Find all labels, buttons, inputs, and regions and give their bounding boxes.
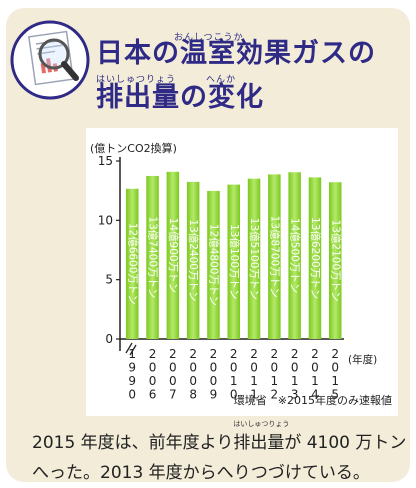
x-tick-label: 0 [128, 388, 136, 402]
x-tick-label: 0 [250, 361, 258, 375]
x-tick-label: 1 [291, 374, 299, 388]
bar [329, 182, 342, 339]
caption-text: 2015 年度は、前年度より はいしゅつりょう 排出量が 4100 万トンへった。2… [32, 420, 412, 488]
x-tick-label: 0 [210, 374, 218, 388]
caption-ruby-base: 排出量 [233, 433, 285, 453]
x-tick-label: 0 [189, 374, 197, 388]
chart-panel: (億トンCO2換算) 0 5 10 15 12億6600万トン 1 9 9 0 13億7400万トン… [86, 128, 398, 416]
x-tick-label: 1 [250, 374, 258, 388]
x-tick-label: 0 [169, 361, 177, 375]
bar-value-label: 13億2100万トン [329, 220, 342, 302]
x-tick-label: 0 [149, 361, 157, 375]
caption-ruby-reading: はいしゅつりょう [233, 420, 290, 428]
x-tick-label: 2 [271, 388, 279, 402]
axis-break-gap [127, 341, 133, 355]
bar-value-label: 13億6200万トン [309, 217, 322, 299]
x-tick-label: 0 [331, 361, 339, 375]
bar [247, 178, 261, 339]
y-tick-label: 0 [105, 332, 113, 346]
x-tick-label: 1 [271, 374, 279, 388]
y-tick-label: 15 [98, 154, 113, 168]
x-tick-label: 0 [210, 361, 218, 375]
x-tick-label: 0 [230, 388, 238, 402]
x-tick-label: 3 [291, 388, 299, 402]
x-tick-label: 5 [331, 388, 339, 402]
caption-part1: 2015 年度は、前年度より [32, 433, 234, 453]
x-tick-label: 2 [230, 347, 238, 361]
x-tick-label: 2 [331, 347, 339, 361]
x-tick-label: 0 [291, 361, 299, 375]
x-tick-label: 0 [149, 374, 157, 388]
bar [268, 174, 281, 339]
x-tick-label: 9 [210, 388, 218, 402]
x-tick-label: 2 [149, 347, 157, 361]
x-tick-label: 9 [128, 361, 136, 375]
x-tick-label: 6 [149, 388, 157, 402]
bar-value-label: 13億5100万トン [248, 218, 261, 300]
bar [227, 184, 240, 339]
bar [166, 171, 180, 339]
x-tick-label: 9 [128, 374, 136, 388]
emissions-bar-chart: (億トンCO2換算)05101512億6600万トン199013億7400万トン… [90, 141, 392, 407]
content-card: おんしつこうか 日本の温室効果ガスの はいしゅつりょう へんか 排出量の変化 (… [6, 8, 410, 483]
x-tick-label: 0 [230, 361, 238, 375]
x-tick-label: 1 [250, 388, 258, 402]
x-tick-label: 0 [169, 374, 177, 388]
x-tick-label: 2 [169, 347, 177, 361]
bar [207, 190, 220, 339]
x-tick-label: 2 [291, 347, 299, 361]
bar-value-label: 13億7400万トン [147, 216, 160, 298]
bar-value-label: 13億2400万トン [187, 219, 200, 301]
x-tick-label: 1 [331, 374, 339, 388]
y-tick-label: 5 [105, 273, 113, 287]
title-line2-ruby-b: へんか [206, 75, 237, 85]
axis-break-mark [125, 342, 133, 354]
x-tick-label: 0 [271, 361, 279, 375]
x-tick-label: 1 [128, 347, 136, 361]
x-tick-label: 2 [189, 347, 197, 361]
x-tick-label: 1 [230, 374, 238, 388]
caption-part2: が 4100 万トンへった。2013 年度からへりつづけている。 [32, 433, 407, 483]
bar-value-label: 14億900万トン [167, 218, 180, 293]
bar [126, 188, 139, 339]
bar-value-label: 12億4800万トン [207, 224, 220, 306]
bar [288, 172, 301, 339]
magnifier-over-report-icon [10, 18, 94, 102]
axis-break-mark [129, 344, 137, 356]
title-line1-ruby: おんしつこうか [174, 33, 244, 43]
bar [146, 175, 159, 339]
bar [186, 181, 200, 339]
x-tick-label: 0 [189, 361, 197, 375]
x-tick-label: 1 [311, 374, 319, 388]
caption-ruby-word: はいしゅつりょう排出量 [233, 420, 289, 458]
x-tick-label: 7 [169, 388, 177, 402]
page-title-line1: 日本の温室効果ガスの [96, 38, 376, 69]
source-note: 環境省 ※2015年度のみ速報値 [234, 393, 392, 407]
title-line2-ruby-a: はいしゅつりょう [96, 75, 177, 85]
bar-value-label: 13億100万トン [228, 224, 241, 299]
x-tick-label: 2 [311, 347, 319, 361]
bar [308, 177, 322, 339]
y-axis-label: (億トンCO2換算) [90, 141, 177, 155]
page-title-line2: 排出量の変化 [96, 82, 264, 113]
y-tick-label: 10 [98, 213, 113, 227]
x-tick-label: 4 [311, 388, 319, 402]
x-tick-label: 2 [271, 347, 279, 361]
bar-value-label: 12億6600万トン [126, 223, 139, 305]
x-axis-label: (年度) [348, 353, 377, 366]
x-tick-label: 8 [189, 388, 197, 402]
x-tick-label: 2 [210, 347, 218, 361]
x-tick-label: 0 [311, 361, 319, 375]
bar-value-label: 13億8700万トン [268, 216, 281, 298]
x-tick-label: 2 [250, 347, 258, 361]
bar-value-label: 14億500万トン [289, 218, 302, 293]
